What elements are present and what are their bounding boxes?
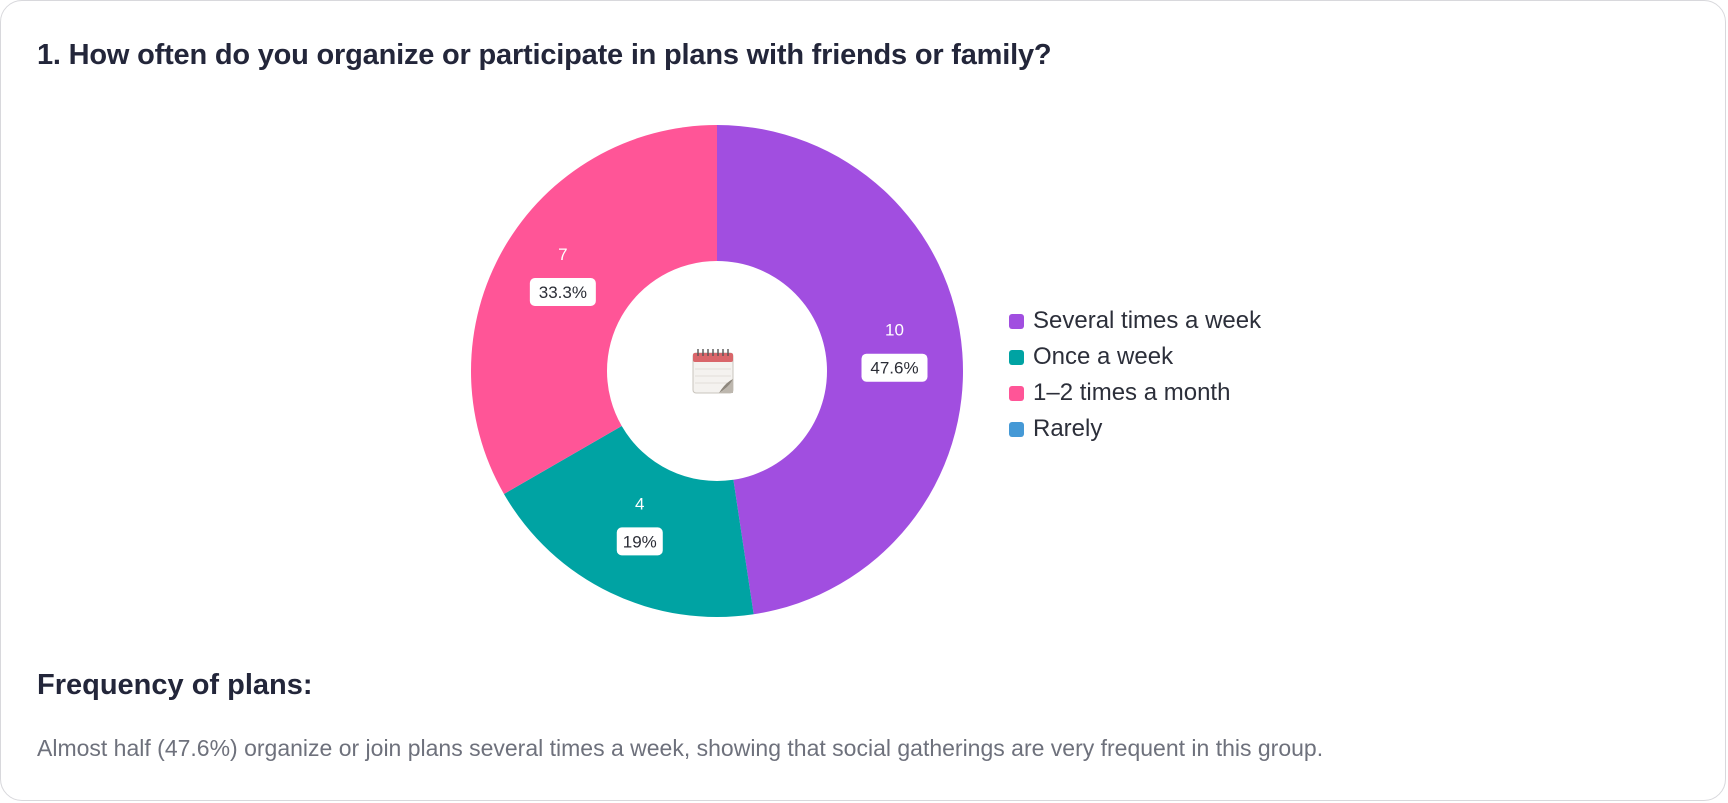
legend-swatch bbox=[1009, 349, 1024, 365]
summary-text: Almost half (47.6%) organize or join pla… bbox=[37, 735, 1324, 761]
legend-swatch bbox=[1009, 313, 1024, 329]
legend-item-several-times-a-week[interactable]: Several times a week bbox=[1009, 303, 1261, 339]
legend-swatch bbox=[1009, 421, 1024, 437]
legend-item-1-2-times-a-month[interactable]: 1–2 times a month bbox=[1009, 375, 1261, 411]
legend-item-rarely[interactable]: Rarely bbox=[1009, 411, 1261, 447]
legend-item-once-a-week[interactable]: Once a week bbox=[1009, 339, 1261, 375]
slice-once-a-week[interactable] bbox=[503, 426, 754, 617]
slice-percent-label: 33.3% bbox=[539, 283, 587, 302]
legend-label: 1–2 times a month bbox=[1033, 379, 1231, 406]
slice-1-2-times-a-month[interactable] bbox=[471, 125, 717, 494]
legend-label: Rarely bbox=[1033, 415, 1103, 442]
slice-percent-label: 19% bbox=[623, 532, 657, 551]
summary-heading: Frequency of plans: bbox=[37, 669, 313, 701]
slice-percent-label: 47.6% bbox=[870, 359, 918, 378]
donut-chart-svg: 10 47.6% 4 19% 7 33.3% bbox=[471, 125, 963, 617]
donut-chart: 10 47.6% 4 19% 7 33.3% Several times a week bbox=[1, 101, 1728, 641]
legend-label: Once a week bbox=[1033, 343, 1174, 370]
slice-percent-badge bbox=[529, 278, 596, 306]
legend-label: Several times a week bbox=[1033, 307, 1262, 334]
slice-percent-badge bbox=[616, 527, 663, 556]
slice-count-label: 7 bbox=[558, 245, 567, 264]
chart-legend: Several times a week Once a week 1–2 times… bbox=[1009, 303, 1261, 447]
question-title: 1. How often do you organize or particip… bbox=[37, 39, 1052, 71]
slice-count-label: 10 bbox=[885, 321, 904, 340]
slice-percent-badge bbox=[861, 353, 928, 382]
slice-several-times-a-week[interactable] bbox=[717, 125, 963, 615]
legend-swatch bbox=[1009, 385, 1024, 401]
calendar-icon bbox=[692, 349, 734, 394]
slice-count-label: 4 bbox=[635, 494, 644, 513]
